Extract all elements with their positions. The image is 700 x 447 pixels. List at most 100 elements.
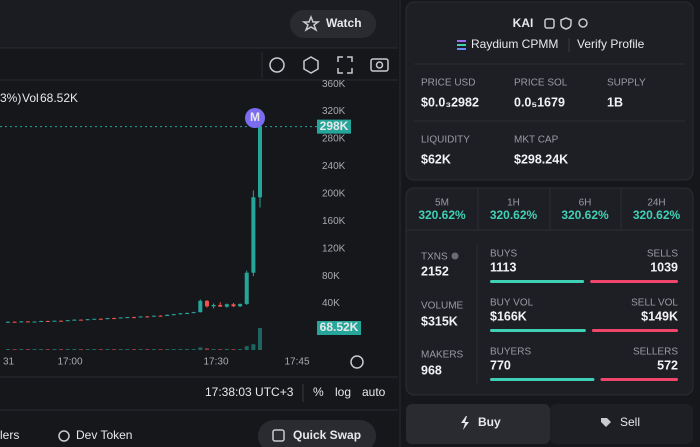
y-tick-label: 80K: [322, 271, 340, 282]
clock: 17:38:03 UTC+3: [205, 385, 294, 399]
volume-bar: [78, 349, 83, 350]
volume-bar: [198, 347, 203, 350]
candle-body: [92, 318, 97, 320]
candle-body: [125, 317, 130, 319]
candle-body: [145, 316, 150, 318]
ratio-value: $166K: [490, 309, 527, 323]
candle-body: [224, 304, 229, 307]
auto-toggle[interactable]: auto: [362, 385, 386, 399]
ratio-label: BUYS: [490, 249, 518, 260]
field-value: $62K: [421, 152, 451, 166]
candle-body: [65, 320, 70, 322]
volume-bar: [59, 349, 64, 350]
candle-body: [218, 304, 223, 307]
volume-bar: [12, 349, 17, 350]
star-icon: [301, 14, 321, 32]
field-value: $0.0₃2982: [421, 95, 479, 109]
x-tick-label: 17:00: [57, 357, 82, 368]
timeframe-label: 6H: [579, 198, 592, 209]
dex-icon: [457, 44, 466, 46]
candle-body: [171, 314, 176, 316]
volume-box-label: 68.52K: [320, 320, 359, 334]
y-tick-label: 120K: [322, 243, 346, 254]
ratio-bar: [590, 280, 678, 283]
candle-body: [25, 321, 30, 323]
timeframe-change: 320.62%: [633, 208, 681, 222]
bolt-icon: [461, 416, 469, 430]
ratio-value: 572: [657, 358, 678, 372]
volume-label: VOLUME: [421, 301, 464, 312]
makers-value: 968: [421, 363, 442, 377]
candle-body: [105, 318, 110, 320]
quick-swap-button[interactable]: [258, 420, 376, 447]
price-box-label: 298K: [320, 119, 349, 133]
axis-settings-icon[interactable]: [350, 355, 364, 369]
camera-icon[interactable]: [370, 58, 389, 72]
field-label: MKT CAP: [514, 135, 559, 146]
x-tick-label: 31: [3, 357, 15, 368]
y-tick-label: 320K: [322, 106, 346, 117]
volume-bar: [158, 349, 163, 350]
ratio-value: 770: [490, 358, 511, 372]
sell-tab[interactable]: [550, 404, 693, 444]
candle-body: [32, 321, 37, 323]
volume-bar: [258, 328, 262, 350]
copy-icon[interactable]: [544, 18, 555, 29]
volume-bar: [112, 349, 117, 350]
buy-tab[interactable]: [406, 404, 550, 444]
y-tick-label: 240K: [322, 161, 346, 172]
y-tick-label: 40K: [322, 298, 340, 309]
candle-body: [98, 318, 103, 320]
dev-token-tab[interactable]: Dev Token: [76, 428, 132, 442]
log-toggle[interactable]: log: [335, 385, 351, 399]
search-icon[interactable]: [578, 18, 588, 28]
timeframe-label: 24H: [647, 198, 665, 209]
candle-body: [178, 313, 183, 315]
camera-lens: [375, 61, 384, 69]
volume-bar: [19, 349, 24, 350]
candle-body: [59, 320, 64, 322]
token-name: KAI: [513, 16, 534, 30]
candle-body: [112, 318, 117, 320]
verify-link[interactable]: Verify Profile: [577, 37, 645, 51]
ratio-label: BUY VOL: [490, 298, 534, 309]
volume-bar: [39, 349, 44, 350]
candle-body: [85, 319, 90, 321]
volume-bar: [138, 349, 143, 350]
volume-bar: [6, 349, 10, 350]
candle-body: [151, 315, 156, 317]
fullscreen-icon[interactable]: [337, 56, 353, 74]
volume-bar: [151, 349, 156, 350]
price-box: [317, 119, 351, 134]
y-tick-label: 200K: [322, 188, 346, 199]
candle-body: [12, 321, 17, 323]
makers-label: MAKERS: [421, 350, 464, 361]
candle-body: [158, 315, 163, 317]
ratio-label: SELL VOL: [631, 298, 678, 309]
timeframe-change: 320.62%: [490, 208, 538, 222]
field-label: SUPPLY: [607, 78, 646, 89]
volume-bar: [25, 349, 30, 350]
volume-bar: [45, 349, 50, 350]
ratio-label: SELLERS: [633, 347, 678, 358]
volume-bar: [32, 349, 37, 350]
marker[interactable]: [245, 108, 265, 128]
watch-label: Watch: [326, 16, 362, 30]
field-value: $298.24K: [514, 152, 568, 166]
ratio-bar: [490, 329, 586, 332]
candle-body: [19, 321, 24, 323]
candle-body: [72, 319, 77, 321]
holders-tab[interactable]: lers: [0, 428, 19, 442]
candle-body: [231, 304, 236, 307]
percent-toggle[interactable]: %: [313, 385, 324, 399]
info-icon[interactable]: [451, 252, 459, 260]
volume-bar: [231, 349, 236, 350]
volume-bar: [85, 349, 90, 350]
settings-icon[interactable]: [303, 56, 319, 74]
candle-body: [191, 312, 196, 314]
indicator-icon[interactable]: [269, 57, 285, 73]
candle-body: [45, 320, 50, 322]
candle-body: [251, 197, 256, 273]
volume-bar: [211, 348, 216, 350]
